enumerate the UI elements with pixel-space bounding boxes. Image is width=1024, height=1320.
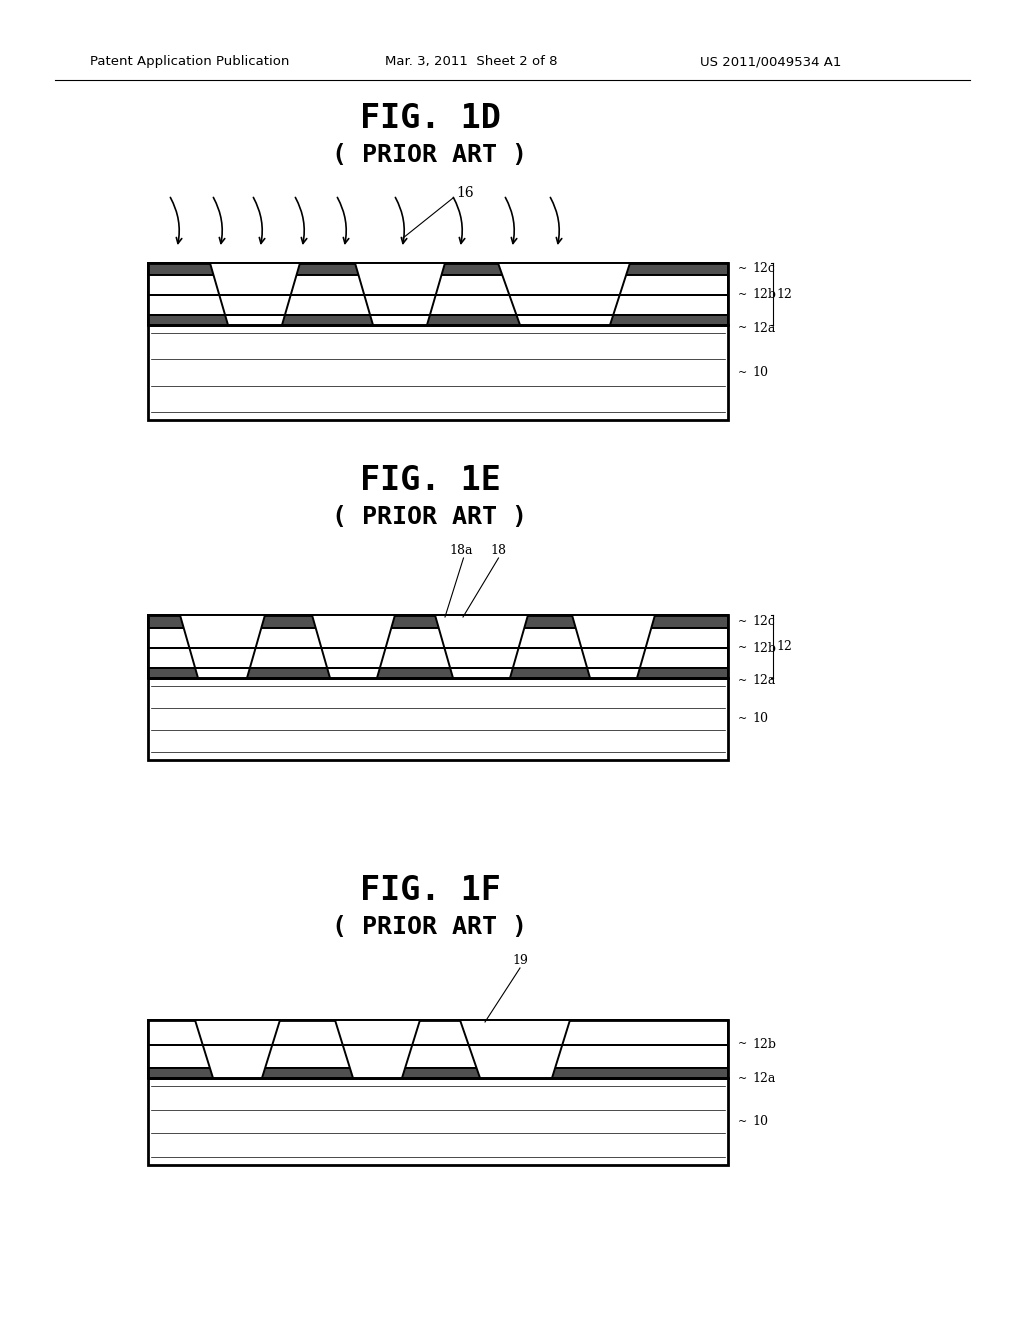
Text: 18: 18	[490, 544, 507, 557]
Text: ~: ~	[738, 1074, 748, 1084]
Text: FIG. 1D: FIG. 1D	[359, 102, 501, 135]
Text: 12: 12	[776, 288, 792, 301]
Text: ( PRIOR ART ): ( PRIOR ART )	[333, 143, 527, 168]
Text: ~: ~	[738, 616, 748, 627]
Polygon shape	[148, 1068, 728, 1078]
Polygon shape	[435, 615, 528, 678]
Polygon shape	[148, 325, 728, 420]
Text: ~: ~	[738, 367, 748, 378]
Text: 12c: 12c	[752, 615, 775, 628]
Text: ~: ~	[738, 714, 748, 723]
Text: ~: ~	[738, 290, 748, 300]
Polygon shape	[148, 1020, 728, 1068]
Text: 10: 10	[752, 1115, 768, 1129]
Text: 12: 12	[776, 640, 792, 653]
Text: ~: ~	[738, 643, 748, 653]
Text: 16: 16	[456, 186, 474, 201]
Polygon shape	[460, 1020, 570, 1078]
Text: US 2011/0049534 A1: US 2011/0049534 A1	[700, 55, 842, 69]
Polygon shape	[335, 1020, 420, 1078]
Text: 12c: 12c	[752, 263, 775, 276]
Polygon shape	[148, 678, 728, 760]
Text: 12a: 12a	[752, 322, 775, 334]
Text: 12a: 12a	[752, 675, 775, 688]
Polygon shape	[572, 615, 655, 678]
Polygon shape	[148, 1078, 728, 1166]
Polygon shape	[180, 615, 265, 678]
Text: ~: ~	[738, 1117, 748, 1126]
Text: 12b: 12b	[752, 1038, 776, 1051]
Polygon shape	[148, 263, 728, 275]
Text: ~: ~	[738, 676, 748, 686]
Polygon shape	[148, 615, 728, 628]
Text: 19: 19	[512, 953, 528, 966]
Polygon shape	[148, 668, 728, 678]
Polygon shape	[195, 1020, 280, 1078]
Polygon shape	[148, 275, 728, 315]
Text: 12b: 12b	[752, 642, 776, 655]
Polygon shape	[312, 615, 395, 678]
Text: Patent Application Publication: Patent Application Publication	[90, 55, 290, 69]
Text: 12a: 12a	[752, 1072, 775, 1085]
Text: Mar. 3, 2011  Sheet 2 of 8: Mar. 3, 2011 Sheet 2 of 8	[385, 55, 557, 69]
Text: ~: ~	[738, 1039, 748, 1049]
Polygon shape	[210, 263, 300, 325]
Text: FIG. 1E: FIG. 1E	[359, 463, 501, 496]
Text: 10: 10	[752, 366, 768, 379]
Text: 10: 10	[752, 713, 768, 726]
Text: ( PRIOR ART ): ( PRIOR ART )	[333, 506, 527, 529]
Text: ( PRIOR ART ): ( PRIOR ART )	[333, 915, 527, 939]
Text: 12b: 12b	[752, 289, 776, 301]
Polygon shape	[148, 315, 728, 325]
Polygon shape	[148, 628, 728, 668]
Polygon shape	[498, 263, 630, 325]
Text: ~: ~	[738, 264, 748, 275]
Text: ~: ~	[738, 323, 748, 333]
Polygon shape	[355, 263, 445, 325]
Text: 18a: 18a	[450, 544, 473, 557]
Text: FIG. 1F: FIG. 1F	[359, 874, 501, 907]
